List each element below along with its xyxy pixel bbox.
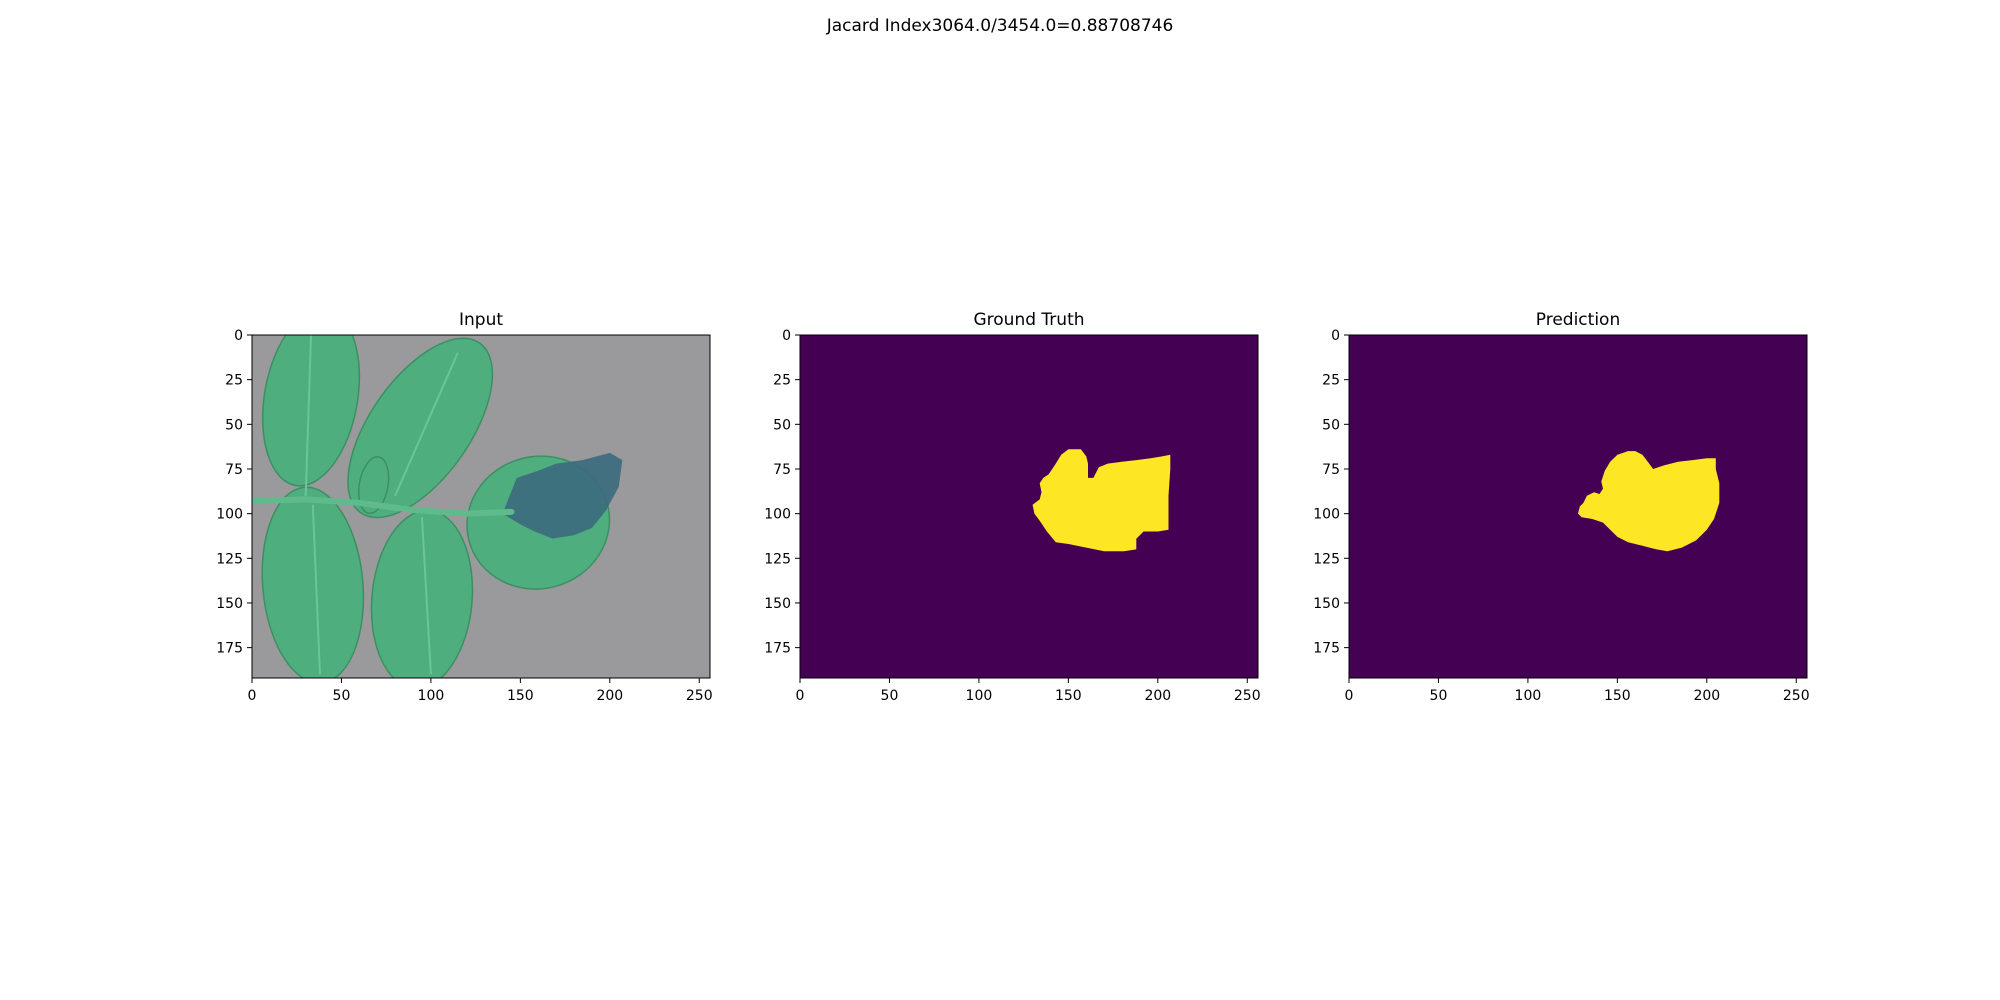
y-tick-label: 100 bbox=[764, 507, 791, 523]
x-tick-label: 250 bbox=[1783, 688, 1810, 704]
y-tick-label: 150 bbox=[216, 596, 243, 612]
axes-frame bbox=[799, 334, 1259, 679]
axes-frame bbox=[251, 334, 711, 679]
x-tick-label: 50 bbox=[881, 688, 899, 704]
y-tick-label: 50 bbox=[773, 417, 791, 433]
y-tick-label: 50 bbox=[225, 417, 243, 433]
y-tick-label: 50 bbox=[1322, 417, 1340, 433]
panel-title: Input bbox=[459, 310, 503, 330]
y-tick-label: 25 bbox=[1322, 373, 1340, 389]
y-tick-label: 175 bbox=[764, 641, 791, 657]
y-tick-label: 100 bbox=[1313, 507, 1340, 523]
panel-1: Ground Truth 0 50 100 150 200 250 0 25 50 75 100 125… bbox=[764, 310, 1260, 704]
y-tick-label: 125 bbox=[216, 551, 243, 567]
y-tick-label: 175 bbox=[216, 641, 243, 657]
x-tick-label: 250 bbox=[1234, 688, 1261, 704]
mask-region bbox=[1032, 449, 1171, 552]
x-tick-label: 200 bbox=[1693, 688, 1720, 704]
y-tick-label: 125 bbox=[764, 551, 791, 567]
y-tick-label: 0 bbox=[234, 328, 243, 344]
x-tick-label: 100 bbox=[966, 688, 993, 704]
y-tick-label: 0 bbox=[1331, 328, 1340, 344]
x-tick-label: 0 bbox=[248, 688, 257, 704]
x-tick-label: 50 bbox=[1430, 688, 1448, 704]
leaf-stem bbox=[252, 496, 515, 517]
leaf-vein-2 bbox=[311, 504, 321, 675]
x-tick-label: 0 bbox=[796, 688, 805, 704]
x-tick-label: 250 bbox=[686, 688, 713, 704]
leaf-vein-0 bbox=[304, 335, 313, 496]
x-tick-label: 50 bbox=[333, 688, 351, 704]
y-tick-label: 175 bbox=[1313, 641, 1340, 657]
y-tick-label: 75 bbox=[773, 462, 791, 478]
x-tick-label: 100 bbox=[418, 688, 445, 704]
y-tick-label: 0 bbox=[782, 328, 791, 344]
x-tick-label: 150 bbox=[1055, 688, 1082, 704]
mask-region bbox=[1578, 451, 1720, 552]
panel-2: Prediction 0 50 100 150 200 250 0 25 50 75 100 125 15… bbox=[1313, 310, 1809, 704]
mask-background bbox=[1349, 335, 1807, 678]
x-tick-label: 150 bbox=[1604, 688, 1631, 704]
lesion bbox=[502, 452, 623, 539]
panel-title: Ground Truth bbox=[973, 310, 1084, 330]
y-tick-label: 75 bbox=[225, 462, 243, 478]
y-tick-label: 75 bbox=[1322, 462, 1340, 478]
leaf-0 bbox=[261, 335, 361, 487]
leaf-2 bbox=[261, 486, 365, 678]
mask-background bbox=[800, 335, 1258, 678]
leaf-4 bbox=[357, 456, 390, 515]
x-tick-label: 100 bbox=[1515, 688, 1542, 704]
input-image bbox=[252, 335, 710, 678]
y-tick-label: 100 bbox=[216, 507, 243, 523]
x-tick-label: 200 bbox=[1144, 688, 1171, 704]
leaf-vein-3 bbox=[420, 517, 432, 675]
y-tick-label: 125 bbox=[1313, 551, 1340, 567]
x-tick-label: 200 bbox=[596, 688, 623, 704]
y-tick-label: 25 bbox=[225, 373, 243, 389]
panel-0: Input 0 50 100 150 200 250 0 25 50 75 100 125 150 175 bbox=[216, 310, 713, 704]
figure-suptitle: Jacard Index3064.0/3454.0=0.88708746 bbox=[826, 16, 1174, 36]
y-tick-label: 150 bbox=[1313, 596, 1340, 612]
axes-frame bbox=[1348, 334, 1808, 679]
x-tick-label: 150 bbox=[507, 688, 534, 704]
x-tick-label: 0 bbox=[1345, 688, 1354, 704]
y-tick-label: 25 bbox=[773, 373, 791, 389]
y-tick-label: 150 bbox=[764, 596, 791, 612]
leaf-vein-1 bbox=[394, 352, 459, 497]
panel-title: Prediction bbox=[1536, 310, 1620, 330]
